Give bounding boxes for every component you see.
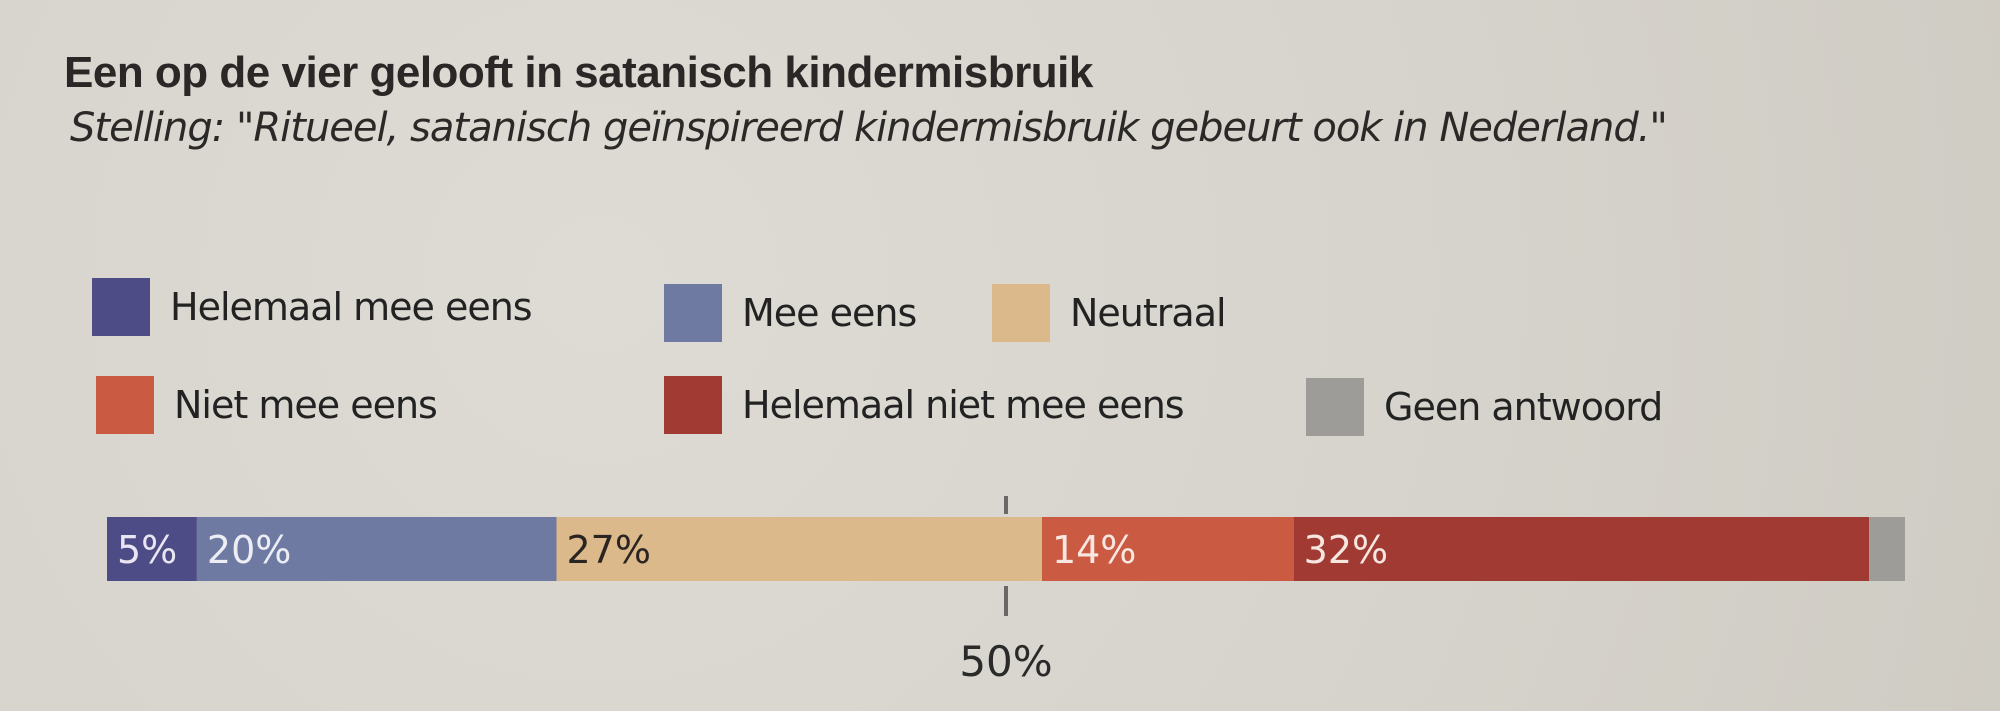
legend-label: Niet mee eens — [174, 383, 438, 427]
data-label: 5% — [117, 528, 177, 572]
legend-swatch — [1306, 378, 1364, 436]
bar-segment-niet-mee-eens — [1041, 517, 1294, 581]
legend-swatch — [664, 376, 722, 434]
legend-item-geen-antwoord: Geen antwoord — [1306, 378, 1663, 436]
data-label: 20% — [207, 528, 291, 572]
legend-item-mee-eens: Mee eens — [664, 284, 917, 342]
legend-label: Neutraal — [1070, 291, 1227, 335]
legend-label: Helemaal niet mee eens — [742, 383, 1185, 427]
legend-item-helemaal-niet-mee-eens: Helemaal niet mee eens — [664, 376, 1185, 434]
bar-segment-helemaal-mee-eens — [107, 517, 197, 581]
legend-swatch — [992, 284, 1050, 342]
bar-segment-mee-eens — [196, 517, 557, 581]
legend-item-neutraal: Neutraal — [992, 284, 1227, 342]
legend-label: Helemaal mee eens — [170, 285, 533, 329]
legend-label: Mee eens — [742, 291, 917, 335]
reference-label: 50% — [959, 637, 1052, 686]
legend-item-helemaal-mee-eens: Helemaal mee eens — [92, 278, 533, 336]
data-label: 32% — [1304, 528, 1388, 572]
data-label: 27% — [567, 528, 651, 572]
bar-segment-geen-antwoord — [1869, 517, 1905, 581]
chart-subtitle: Stelling: "Ritueel, satanisch geïnspiree… — [70, 105, 1668, 151]
legend-label: Geen antwoord — [1384, 385, 1663, 429]
legend-swatch — [664, 284, 722, 342]
bar-segment-neutraal — [556, 517, 1042, 581]
chart-title: Een op de vier gelooft in satanisch kind… — [64, 48, 1093, 97]
legend-item-niet-mee-eens: Niet mee eens — [96, 376, 438, 434]
legend-swatch — [96, 376, 154, 434]
bar-segment-helemaal-niet-mee-eens — [1293, 517, 1870, 581]
legend-swatch — [92, 278, 150, 336]
data-label: 14% — [1052, 528, 1136, 572]
